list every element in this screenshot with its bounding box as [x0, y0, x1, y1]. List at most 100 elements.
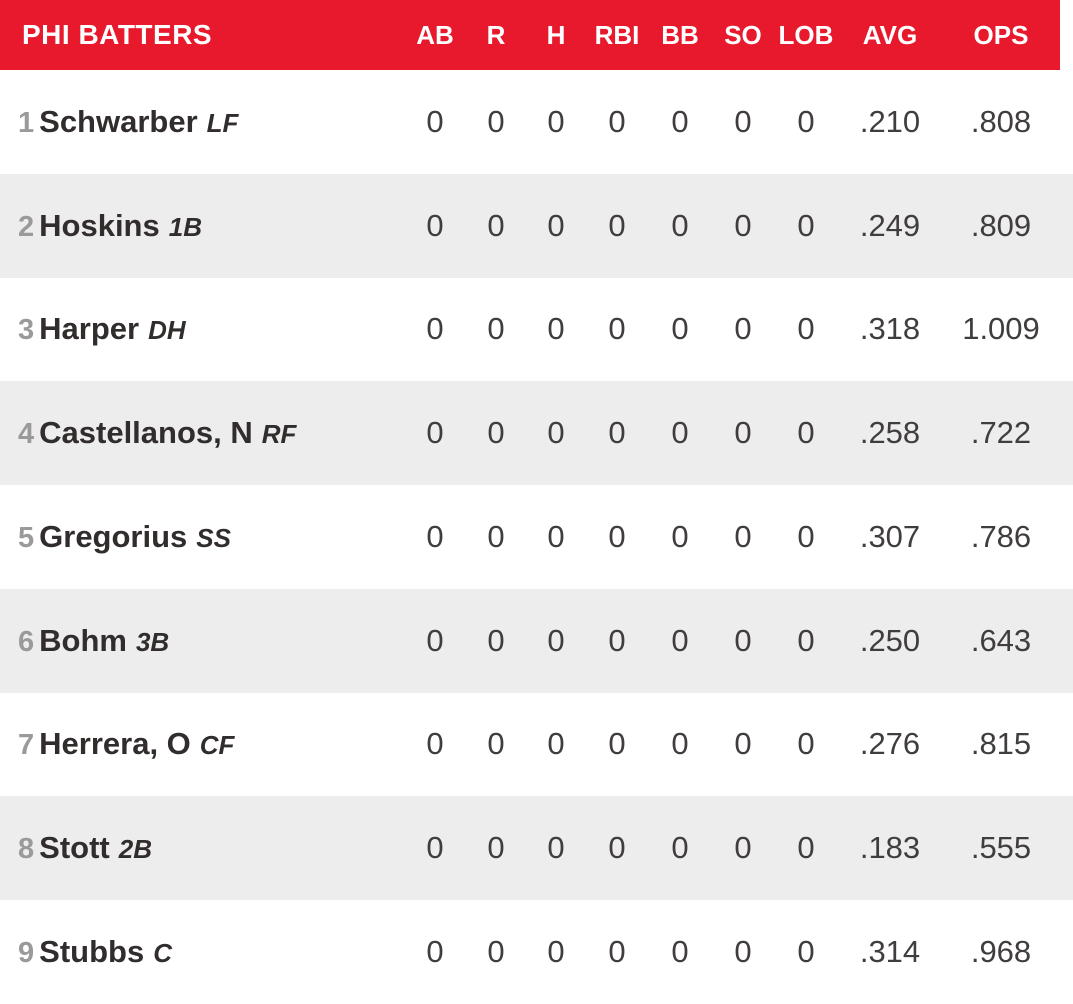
stat-h: 0 — [547, 726, 565, 762]
batter-row[interactable]: 2 Hoskins 1B 0 0 0 0 0 0 0 .249 .809 — [0, 173, 1073, 278]
stat-so: 0 — [734, 726, 752, 762]
stat-bb: 0 — [671, 207, 689, 243]
player-name[interactable]: Gregorius — [39, 518, 188, 554]
stat-ops: .808 — [970, 103, 1032, 139]
stat-rbi: 0 — [608, 934, 626, 969]
batter-row[interactable]: 7 Herrera, O CF 0 0 0 0 0 0 0 .276 .815 — [0, 692, 1073, 797]
stat-rbi: 0 — [608, 518, 626, 554]
stat-ab: 0 — [426, 103, 444, 139]
stat-lob: 0 — [797, 311, 815, 347]
player-name[interactable]: Stott — [39, 830, 110, 866]
table-header: PHI BATTERS AB R H RBI BB SO LOB AVG OPS — [0, 0, 1073, 70]
stat-avg: .249 — [859, 207, 921, 243]
stat-so: 0 — [734, 518, 752, 554]
player-position: 1B — [168, 211, 202, 242]
stat-lob: 0 — [797, 934, 815, 969]
stat-avg: .250 — [859, 622, 921, 658]
stat-ops: .643 — [970, 622, 1032, 658]
stat-so: 0 — [734, 311, 752, 347]
stat-ops: .722 — [970, 415, 1032, 451]
col-header-so: SO — [724, 20, 762, 50]
batter-row[interactable]: 4 Castellanos, N RF 0 0 0 0 0 0 0 .258 .72… — [0, 381, 1073, 486]
batting-order-number: 5 — [18, 521, 35, 554]
player-name[interactable]: Harper — [39, 311, 140, 347]
stat-lob: 0 — [797, 207, 815, 243]
stat-avg: .318 — [859, 311, 921, 347]
player-position: LF — [206, 107, 239, 138]
stat-ab: 0 — [426, 830, 444, 866]
player-name[interactable]: Hoskins — [39, 207, 160, 243]
stat-ops: 1.009 — [962, 311, 1040, 347]
col-header-r: R — [486, 20, 506, 50]
batter-row[interactable]: 9 Stubbs C 0 0 0 0 0 0 0 .314 .968 — [0, 900, 1073, 1004]
batter-name-cell[interactable]: 7 Herrera, O CF — [0, 726, 404, 762]
player-position: DH — [148, 315, 186, 346]
stat-r: 0 — [487, 311, 505, 347]
stat-bb: 0 — [671, 934, 689, 969]
stat-h: 0 — [547, 207, 565, 243]
stat-h: 0 — [547, 934, 565, 969]
batting-order-number: 3 — [18, 314, 35, 347]
batting-order-number: 6 — [18, 625, 35, 658]
stat-lob: 0 — [797, 415, 815, 451]
stat-ops: .968 — [970, 934, 1032, 969]
stat-so: 0 — [734, 103, 752, 139]
stat-ops: .555 — [970, 830, 1032, 866]
batter-row[interactable]: 8 Stott 2B 0 0 0 0 0 0 0 .183 .555 — [0, 796, 1073, 901]
stat-rbi: 0 — [608, 103, 626, 139]
batting-order-number: 2 — [18, 210, 35, 243]
batter-name-cell[interactable]: 8 Stott 2B — [0, 830, 404, 866]
stat-bb: 0 — [671, 311, 689, 347]
stat-lob: 0 — [797, 518, 815, 554]
stat-avg: .210 — [859, 103, 921, 139]
batting-order-number: 9 — [18, 937, 35, 969]
batting-order-number: 4 — [18, 418, 35, 451]
player-name[interactable]: Schwarber — [39, 103, 198, 139]
stat-bb: 0 — [671, 622, 689, 658]
stat-avg: .276 — [859, 726, 921, 762]
stat-rbi: 0 — [608, 415, 626, 451]
stat-h: 0 — [547, 830, 565, 866]
stat-h: 0 — [547, 103, 565, 139]
col-header-ab: AB — [416, 20, 454, 50]
player-name[interactable]: Castellanos, N — [39, 415, 253, 451]
batter-name-cell[interactable]: 6 Bohm 3B — [0, 623, 404, 659]
stat-r: 0 — [487, 415, 505, 451]
stat-rbi: 0 — [608, 622, 626, 658]
player-name[interactable]: Stubbs — [39, 934, 145, 969]
batter-name-cell[interactable]: 3 Harper DH — [0, 311, 404, 347]
batter-row[interactable]: 5 Gregorius SS 0 0 0 0 0 0 0 .307 .786 — [0, 485, 1073, 589]
batter-name-cell[interactable]: 5 Gregorius SS — [0, 519, 404, 555]
stat-lob: 0 — [797, 622, 815, 658]
stat-ops: .815 — [970, 726, 1032, 762]
player-name[interactable]: Bohm — [39, 622, 127, 658]
player-position: CF — [199, 730, 235, 761]
batter-name-cell[interactable]: 4 Castellanos, N RF — [0, 415, 404, 451]
stat-so: 0 — [734, 415, 752, 451]
stat-rbi: 0 — [608, 726, 626, 762]
batter-row[interactable]: 1 Schwarber LF 0 0 0 0 0 0 0 .210 .808 — [0, 70, 1073, 174]
stat-r: 0 — [487, 518, 505, 554]
stat-lob: 0 — [797, 830, 815, 866]
stat-bb: 0 — [671, 726, 689, 762]
stat-ab: 0 — [426, 415, 444, 451]
stat-h: 0 — [547, 311, 565, 347]
col-header-ops: OPS — [973, 20, 1029, 50]
stat-lob: 0 — [797, 726, 815, 762]
stat-h: 0 — [547, 622, 565, 658]
stat-lob: 0 — [797, 103, 815, 139]
stat-h: 0 — [547, 518, 565, 554]
batter-row[interactable]: 6 Bohm 3B 0 0 0 0 0 0 0 .250 .643 — [0, 588, 1073, 693]
batter-row[interactable]: 3 Harper DH 0 0 0 0 0 0 0 .318 1.009 — [0, 277, 1073, 382]
stat-r: 0 — [487, 934, 505, 969]
batter-name-cell[interactable]: 9 Stubbs C — [0, 934, 404, 970]
player-name[interactable]: Herrera, O — [39, 726, 191, 762]
batting-order-number: 8 — [18, 833, 35, 866]
batter-name-cell[interactable]: 1 Schwarber LF — [0, 104, 404, 140]
stat-avg: .307 — [859, 518, 921, 554]
stat-so: 0 — [734, 622, 752, 658]
batter-name-cell[interactable]: 2 Hoskins 1B — [0, 208, 404, 244]
batting-order-number: 1 — [18, 106, 35, 139]
stat-r: 0 — [487, 103, 505, 139]
stat-so: 0 — [734, 934, 752, 969]
